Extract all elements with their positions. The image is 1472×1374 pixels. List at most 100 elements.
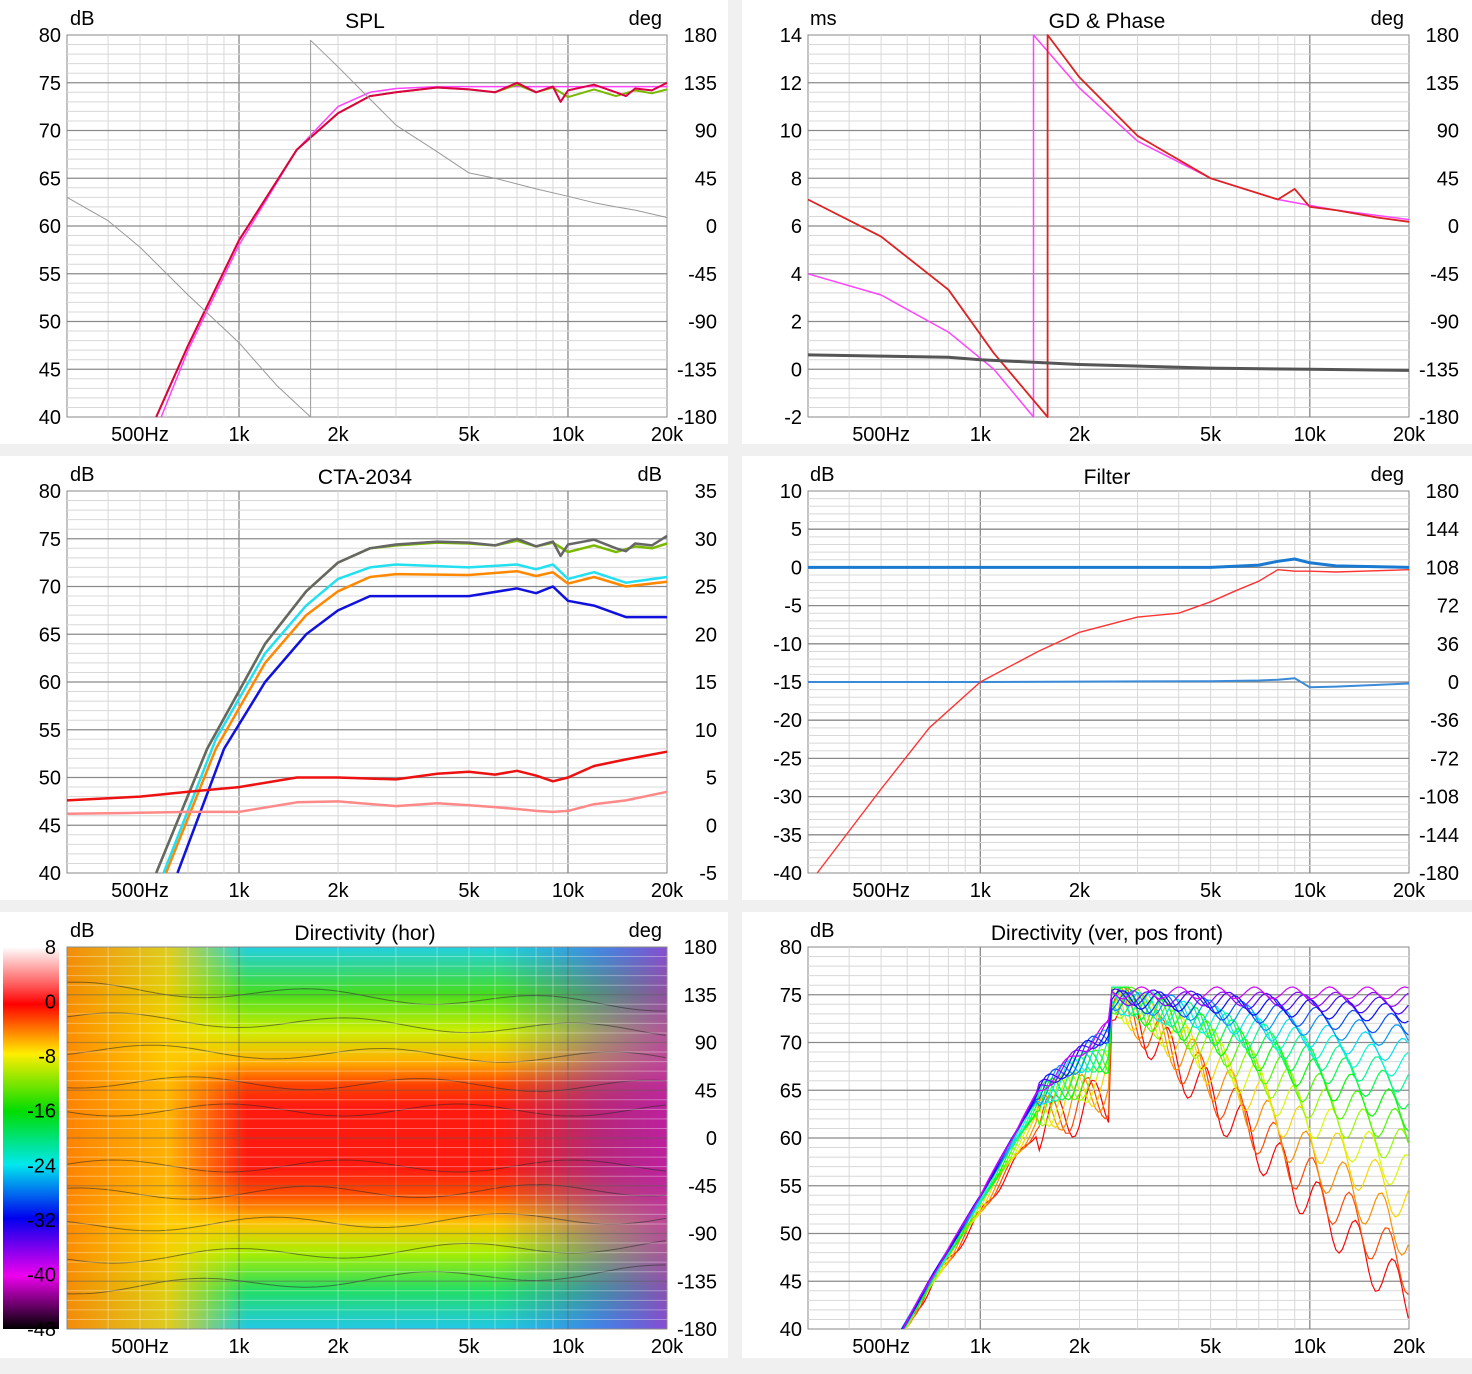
spl-axes: 500Hz 1k 2k 5k 10k 20k 80 75 70 65 60 55 50 45 40 180 13… — [39, 25, 717, 444]
y-tick-label: 65 — [39, 624, 61, 646]
gd-title: GD & Phase — [1049, 10, 1166, 33]
series-line-1 — [807, 34, 1410, 418]
y2-tick-label: 15 — [695, 672, 717, 694]
filter-title: Filter — [1084, 466, 1131, 489]
x-tick-label: 5k — [1200, 880, 1222, 900]
y2-tick-label: 0 — [1448, 672, 1459, 694]
heatmap-contour — [67, 1213, 666, 1232]
y-tick-label: 55 — [39, 264, 61, 286]
y-tick-label: 40 — [780, 1319, 802, 1341]
y2-tick-label: 0 — [706, 216, 717, 238]
cta-right-unit: dB — [638, 464, 662, 486]
filter-right-unit: deg — [1371, 464, 1404, 486]
x-tick-label: 5k — [458, 1336, 480, 1358]
filter-left-unit: dB — [810, 464, 834, 486]
cta-title: CTA-2034 — [318, 466, 412, 489]
y2-tick-label: 10 — [695, 720, 717, 742]
filter-svg: 500Hz 1k 2k 5k 10k 20k 10 5 0 -5 -10 -15 -20 -25 -30 -3… — [773, 464, 1459, 900]
x-tick-label: 1k — [228, 880, 250, 900]
gd-right-unit: deg — [1371, 8, 1404, 30]
x-tick-label: 5k — [1200, 424, 1222, 444]
y-tick-label: 55 — [39, 720, 61, 742]
x-tick-label: 500Hz — [852, 424, 910, 444]
y2-tick-label: -72 — [1430, 748, 1459, 770]
y-tick-label: 2 — [791, 312, 802, 334]
x-tick-label: 500Hz — [111, 1336, 169, 1358]
y2-tick-label: 45 — [1437, 168, 1459, 190]
x-tick-label: 500Hz — [852, 880, 910, 900]
y2-tick-label: -108 — [1419, 787, 1459, 809]
y2-tick-label: 0 — [1448, 216, 1459, 238]
series-line-0 — [176, 585, 667, 874]
gd-phase-chart: 500Hz 1k 2k 5k 10k 20k 14 12 10 8 6 4 2 0 -2 180 135 90 45… — [742, 0, 1472, 444]
x-tick-label: 20k — [651, 1336, 684, 1358]
y2-tick-label: 20 — [695, 624, 717, 646]
colorbar-tick-label: -32 — [27, 1210, 56, 1232]
x-tick-label: 10k — [1294, 424, 1327, 444]
x-tick-label: 10k — [1294, 880, 1327, 900]
directivity-curve — [902, 986, 1409, 1329]
heatmap-contour — [67, 981, 666, 1012]
y-tick-label: -5 — [784, 596, 802, 618]
spl-right-unit: deg — [629, 8, 662, 30]
y-tick-label: 40 — [39, 407, 61, 429]
spl-curves — [66, 39, 668, 418]
y-tick-label: 70 — [39, 121, 61, 143]
filter-grid — [808, 491, 1409, 873]
spl-title: SPL — [345, 10, 385, 33]
y2-tick-label: 180 — [1426, 25, 1459, 47]
y2-tick-label: -45 — [688, 1176, 717, 1198]
y2-tick-label: 90 — [695, 121, 717, 143]
y-tick-label: 75 — [39, 73, 61, 95]
y2-tick-label: -135 — [677, 1271, 717, 1293]
y2-tick-label: -90 — [1430, 312, 1459, 334]
x-tick-label: 20k — [651, 880, 684, 900]
cta-2034-chart: 500Hz 1k 2k 5k 10k 20k 80 75 70 65 60 55 50 45 40 35 30 2… — [0, 456, 728, 900]
series-line-3 — [66, 39, 668, 418]
x-tick-label: 2k — [1069, 1336, 1091, 1358]
y-tick-label: 4 — [791, 264, 802, 286]
dirhor-svg: 8 0 -8 -16 -24 -32 -40 -48 500Hz 1k 2k 5k 10k 20k 180… — [3, 920, 717, 1358]
y2-tick-label: -45 — [1430, 264, 1459, 286]
heatmap-highfreq-overlay — [67, 947, 667, 1329]
y-tick-label: -30 — [773, 787, 802, 809]
y-tick-label: 10 — [780, 121, 802, 143]
colorbar-tick-label: 8 — [45, 937, 56, 959]
y2-tick-label: 5 — [706, 768, 717, 790]
gd-grid — [808, 35, 1409, 417]
cta-curves — [66, 534, 668, 874]
y2-tick-label: 180 — [684, 937, 717, 959]
y-tick-label: 80 — [39, 25, 61, 47]
y-tick-label: 80 — [780, 937, 802, 959]
y2-tick-label: 0 — [706, 815, 717, 837]
x-tick-label: 10k — [552, 1336, 585, 1358]
y2-tick-label: 72 — [1437, 596, 1459, 618]
y-tick-label: 50 — [780, 1224, 802, 1246]
dirver-left-unit: dB — [810, 920, 834, 942]
y2-tick-label: -90 — [688, 312, 717, 334]
x-tick-label: 20k — [1393, 424, 1426, 444]
directivity-curve — [901, 990, 1409, 1329]
x-tick-label: 20k — [1393, 880, 1426, 900]
colorbar-tick-label: -8 — [38, 1046, 56, 1068]
x-tick-label: 20k — [1393, 1336, 1426, 1358]
x-tick-label: 10k — [552, 880, 585, 900]
y-tick-label: 75 — [39, 529, 61, 551]
y2-tick-label: -5 — [699, 863, 717, 885]
colorbar-tick-label: 0 — [45, 992, 56, 1014]
x-tick-label: 2k — [327, 880, 349, 900]
colorbar-tick-label: -40 — [27, 1264, 56, 1286]
spl-left-unit: dB — [70, 8, 94, 30]
y2-tick-label: 30 — [695, 529, 717, 551]
series-line-0 — [807, 34, 1410, 418]
colorbar-tick-label: -24 — [27, 1155, 56, 1177]
gd-svg: 500Hz 1k 2k 5k 10k 20k 14 12 10 8 6 4 2 0 -2 180 135 90 45… — [780, 8, 1459, 444]
y2-tick-label: 25 — [695, 577, 717, 599]
x-tick-label: 10k — [552, 424, 585, 444]
y-tick-label: 0 — [791, 557, 802, 579]
y-tick-label: 65 — [780, 1080, 802, 1102]
y-tick-label: 45 — [780, 1271, 802, 1293]
y-tick-label: -10 — [773, 634, 802, 656]
cta-axes: 500Hz 1k 2k 5k 10k 20k80757065605550454035302… — [39, 481, 717, 900]
y-tick-label: 80 — [39, 481, 61, 503]
